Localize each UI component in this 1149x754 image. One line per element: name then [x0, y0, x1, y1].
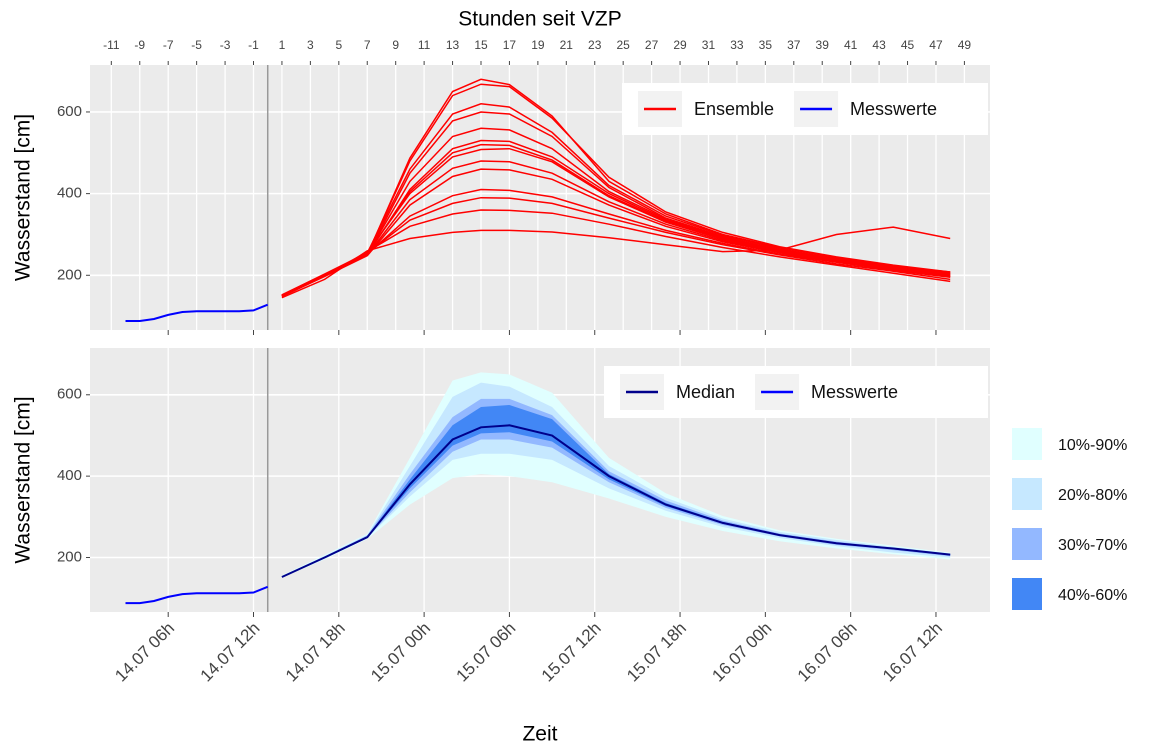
legend-label: Messwerte [850, 99, 937, 119]
x-tick-label: 15.07 00h [367, 619, 434, 686]
band-legend-label: 10%-90% [1058, 437, 1127, 454]
top-tick-label: 21 [560, 38, 574, 52]
legend-label: Median [676, 382, 735, 402]
top-tick-label: 5 [335, 38, 342, 52]
series-line [125, 303, 269, 322]
top-tick-label: 49 [958, 38, 972, 52]
top-tick-label: 13 [446, 38, 460, 52]
top-tick-label: 19 [531, 38, 545, 52]
series-line [281, 424, 951, 578]
band-legend-key [1012, 528, 1042, 560]
top-tick-label: 9 [392, 38, 399, 52]
ensemble-line [281, 83, 951, 298]
x-tick-label: 14.07 18h [282, 619, 349, 686]
top-tick-label: 23 [588, 38, 602, 52]
top-tick-label: 35 [759, 38, 773, 52]
y-tick-label: 200 [57, 548, 82, 565]
band-legend-label: 30%-70% [1058, 537, 1127, 554]
top-tick-label: 25 [616, 38, 630, 52]
x-tick-label: 14.07 06h [111, 619, 178, 686]
y-tick-label: 200 [57, 266, 82, 283]
top-tick-label: 29 [673, 38, 687, 52]
ensemble-line [281, 209, 951, 297]
top-tick-label: -11 [103, 38, 120, 52]
band-legend-key [1012, 478, 1042, 510]
top-tick-label: 41 [844, 38, 858, 52]
band-legend-label: 40%-60% [1058, 587, 1127, 604]
top-tick-label: -5 [191, 38, 202, 52]
legend-label: Messwerte [811, 382, 898, 402]
top-tick-label: 43 [872, 38, 886, 52]
x-tick-label: 15.07 12h [538, 619, 605, 686]
x-tick-label: 15.07 18h [623, 619, 690, 686]
x-tick-label: 16.07 12h [879, 619, 946, 686]
x-axis-title: Zeit [522, 723, 557, 746]
series-line [125, 585, 269, 605]
y-tick-label: 400 [57, 185, 82, 202]
top-tick-label: 1 [279, 38, 286, 52]
quantile-band [281, 404, 951, 578]
top-tick-label: -1 [248, 38, 259, 52]
top-tick-label: 27 [645, 38, 659, 52]
x-tick-label: 15.07 06h [453, 619, 520, 686]
x-tick-label: 16.07 00h [708, 619, 775, 686]
top-tick-label: -7 [163, 38, 174, 52]
band-legend-key [1012, 578, 1042, 610]
ensemble-line [281, 147, 951, 296]
top-tick-label: 11 [418, 38, 431, 52]
top-tick-label: 7 [364, 38, 371, 52]
top-tick-label: -9 [134, 38, 145, 52]
legend-label: Ensemble [694, 99, 774, 119]
top-tick-label: 31 [702, 38, 716, 52]
top-tick-label: 33 [730, 38, 744, 52]
ensemble-line [281, 196, 951, 297]
top-tick-label: 45 [901, 38, 915, 52]
top-axis-title: Stunden seit VZP [458, 8, 621, 31]
y-axis-title: Wasserstand [cm] [12, 396, 35, 563]
y-axis-title: Wasserstand [cm] [12, 114, 35, 281]
top-tick-label: 37 [787, 38, 801, 52]
y-tick-label: 600 [57, 386, 82, 403]
y-tick-label: 600 [57, 103, 82, 120]
top-tick-label: 47 [929, 38, 943, 52]
top-tick-label: 17 [503, 38, 517, 52]
y-tick-label: 400 [57, 467, 82, 484]
band-legend-label: 20%-80% [1058, 487, 1127, 504]
band-legend-key [1012, 428, 1042, 460]
x-tick-label: 16.07 06h [794, 619, 861, 686]
top-tick-label: 15 [474, 38, 488, 52]
top-tick-label: 39 [816, 38, 830, 52]
ensemble-line [281, 226, 951, 299]
top-tick-label: -3 [220, 38, 231, 52]
top-tick-label: 3 [307, 38, 314, 52]
x-tick-label: 14.07 12h [197, 619, 264, 686]
